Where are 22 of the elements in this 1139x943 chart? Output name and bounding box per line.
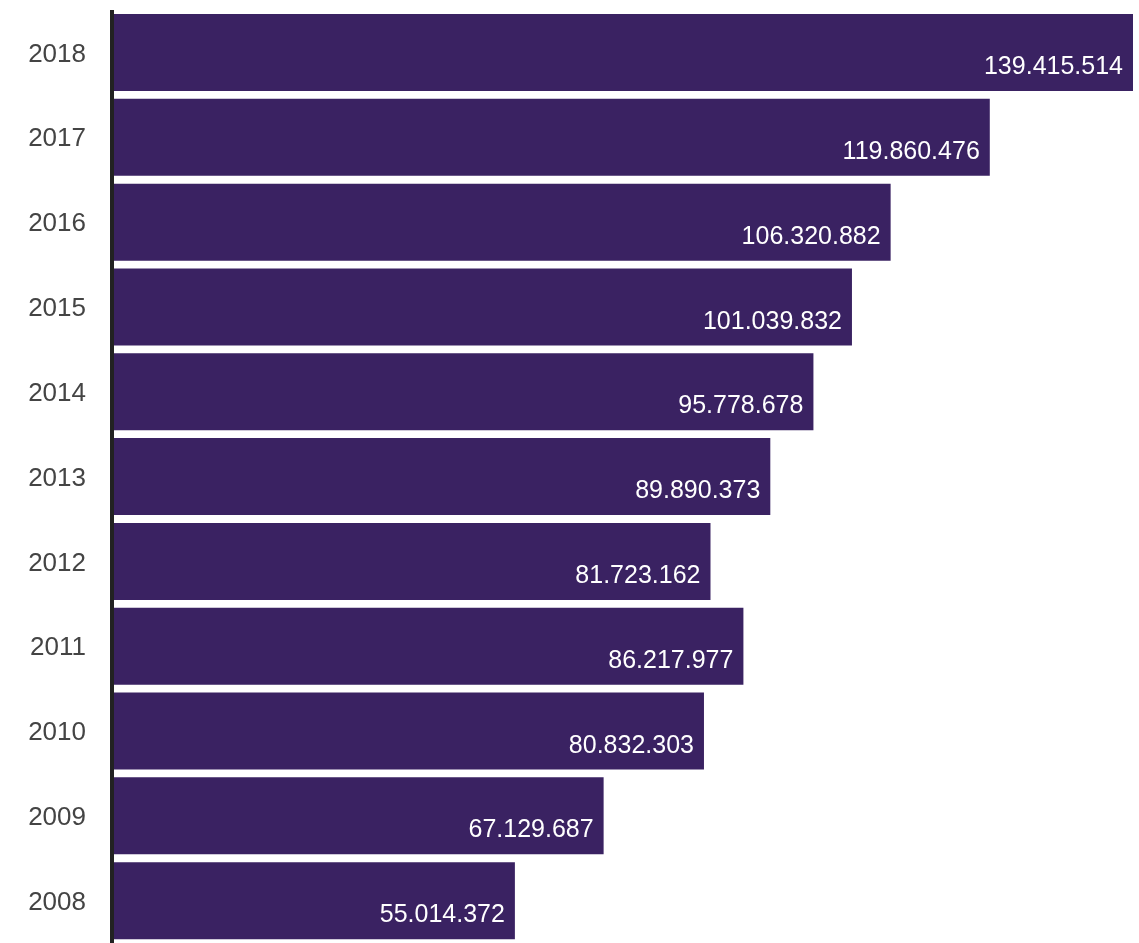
data-label: 119.860.476 [842, 135, 980, 164]
data-label: 86.217.977 [608, 644, 734, 673]
y-tick-label: 2018 [28, 37, 86, 68]
data-label: 55.014.372 [379, 899, 505, 928]
data-label: 95.778.678 [678, 390, 804, 419]
y-tick-label: 2013 [28, 461, 86, 492]
y-tick-label: 2009 [28, 801, 86, 831]
data-label: 80.832.303 [568, 729, 694, 758]
data-label: 67.129.687 [468, 814, 594, 843]
y-tick-label: 2015 [28, 292, 86, 323]
data-label: 81.723.162 [575, 559, 701, 588]
data-label: 89.890.373 [635, 475, 761, 504]
y-tick-label: 2016 [28, 207, 86, 238]
y-tick-label: 2017 [28, 122, 86, 153]
data-label: 101.039.832 [702, 305, 842, 334]
y-tick-label: 2012 [28, 546, 86, 577]
data-label: 106.320.882 [741, 220, 881, 249]
y-tick-label: 2010 [28, 716, 86, 747]
y-tick-label: 2014 [28, 376, 86, 407]
data-label: 139.415.514 [983, 51, 1124, 80]
y-tick-label: 2011 [30, 631, 86, 662]
y-tick-label: 2008 [28, 885, 86, 916]
